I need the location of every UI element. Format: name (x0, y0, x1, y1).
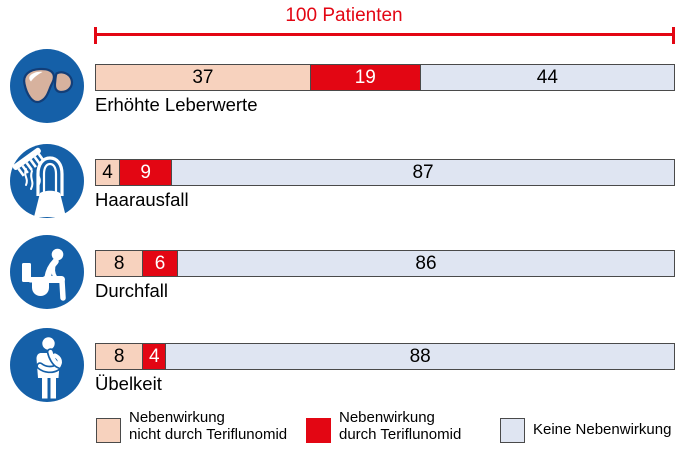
bar-segment-none: 87 (171, 160, 674, 185)
bar-segment-caused: 6 (142, 251, 177, 276)
legend-label-line: durch Teriflunomid (339, 425, 462, 443)
bar-segment-none: 88 (165, 344, 674, 369)
legend-label-line: Nebenwirkung (129, 409, 225, 426)
legend-label-line: Keine Nebenwirkung (533, 421, 672, 438)
stacked-bar-durchfall: 8 6 86 (95, 250, 675, 277)
bar-segment-none: 86 (176, 251, 674, 276)
hair-loss-icon (9, 143, 85, 219)
row-label-durchfall: Durchfall (95, 280, 168, 301)
legend-label-line: Nebenwirkung (339, 409, 435, 426)
bracket-line (95, 33, 675, 36)
bar-segment-none: 44 (419, 65, 674, 90)
stacked-bar-uebelkeit: 8 4 88 (95, 343, 675, 370)
bar-segment-not-caused: 8 (96, 344, 143, 369)
bar-segment-not-caused: 37 (96, 65, 310, 90)
chart-row-leberwerte: 37 19 44 Erhöhte Leberwerte (0, 48, 688, 140)
legend-label-not-caused: Nebenwirkung nicht durch Teriflunomid (129, 409, 288, 443)
legend-label-line: nicht durch Teriflunomid (129, 425, 288, 443)
liver-icon (9, 48, 85, 124)
bar-segment-caused: 9 (119, 160, 172, 185)
bracket-tick-left (94, 27, 97, 44)
chart-row-durchfall: 8 6 86 Durchfall (0, 234, 688, 326)
stacked-bar-leberwerte: 37 19 44 (95, 64, 675, 91)
row-label-haarausfall: Haarausfall (95, 189, 189, 210)
bar-segment-not-caused: 8 (96, 251, 143, 276)
bar-segment-caused: 19 (309, 65, 420, 90)
row-label-leberwerte: Erhöhte Leberwerte (95, 94, 258, 115)
legend-label-caused: Nebenwirkung durch Teriflunomid (339, 409, 462, 443)
bracket-label: 100 Patienten (285, 5, 403, 26)
stacked-bar-haarausfall: 4 9 87 (95, 159, 675, 186)
nausea-icon (9, 327, 85, 403)
legend-swatch-none (500, 418, 525, 443)
bracket-tick-right (672, 27, 675, 44)
chart-row-uebelkeit: 8 4 88 Übelkeit (0, 327, 688, 419)
diarrhea-icon (9, 234, 85, 310)
bar-segment-not-caused: 4 (96, 160, 120, 185)
chart-row-haarausfall: 4 9 87 Haarausfall (0, 143, 688, 235)
row-label-uebelkeit: Übelkeit (95, 373, 162, 394)
legend-swatch-not-caused (96, 418, 121, 443)
legend-label-none: Keine Nebenwirkung (533, 421, 672, 439)
legend-swatch-caused (306, 418, 331, 443)
bar-segment-caused: 4 (142, 344, 166, 369)
